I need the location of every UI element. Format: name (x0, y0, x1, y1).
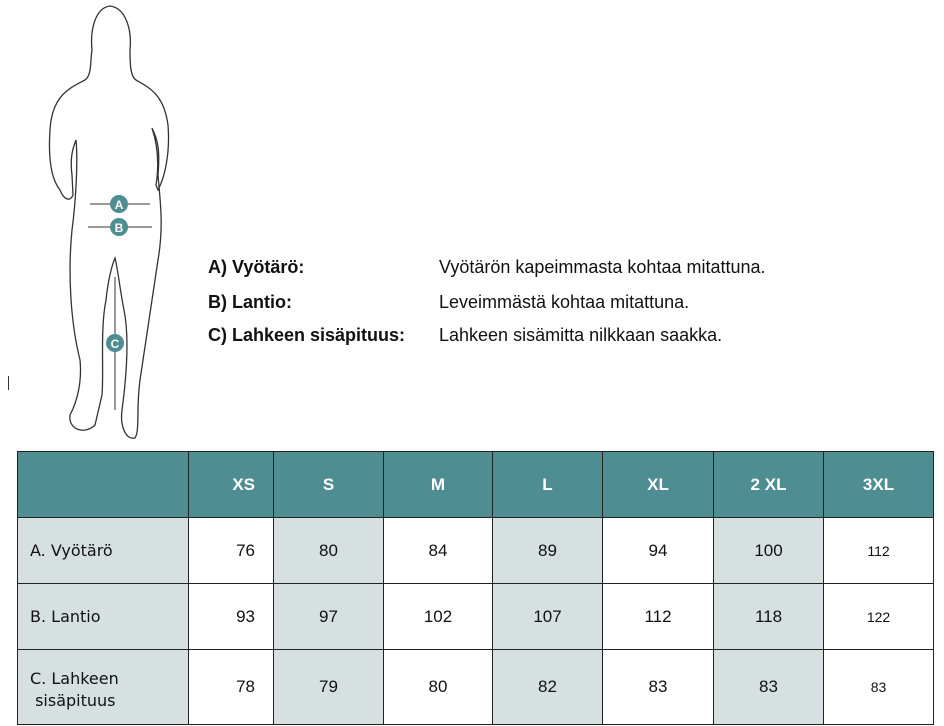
cell: 89 (492, 517, 603, 584)
cell: 83 (713, 649, 824, 725)
header-l: L (492, 451, 603, 518)
body-silhouette (48, 5, 170, 439)
cell: 76 (188, 517, 274, 584)
row-label: B. Lantio (17, 583, 189, 650)
marker-b (110, 218, 128, 236)
marker-a-label: A (115, 198, 124, 212)
cell: 93 (188, 583, 274, 650)
marker-b-label: B (115, 221, 124, 235)
table-row: A. Vyötärö 76 80 84 89 94 100 112 (17, 517, 934, 584)
table-row: B. Lantio 93 97 102 107 112 118 122 (17, 583, 934, 650)
header-xs: XS (188, 451, 274, 518)
header-m: M (383, 451, 493, 518)
cell: 118 (713, 583, 824, 650)
cell: 78 (188, 649, 274, 725)
row-label: C. Lahkeen sisäpituus (17, 649, 189, 725)
header-s: S (273, 451, 384, 518)
legend-key: B) Lantio: (208, 292, 292, 312)
row-label: A. Vyötärö (17, 517, 189, 584)
cell: 112 (602, 583, 714, 650)
cell: 84 (383, 517, 493, 584)
cell: 100 (713, 517, 824, 584)
cell: 102 (383, 583, 493, 650)
header-empty (17, 451, 189, 518)
marker-c-label: C (111, 337, 120, 351)
size-table: XS S M L XL 2 XL 3XL A. Vyötärö 76 80 84… (17, 451, 934, 725)
cell: 79 (273, 649, 384, 725)
cell: 80 (273, 517, 384, 584)
cell: 82 (492, 649, 603, 725)
body-measurement-figure: A B C (48, 5, 170, 439)
legend-value: Leveimmästä kohtaa mitattuna. (439, 292, 690, 312)
table-row: C. Lahkeen sisäpituus 78 79 80 82 83 83 … (17, 649, 934, 725)
cell: 80 (383, 649, 493, 725)
cell: 83 (602, 649, 714, 725)
legend-value: Lahkeen sisämitta nilkkaan saakka. (439, 325, 723, 345)
cell: 94 (602, 517, 714, 584)
cell: 83 (823, 649, 934, 725)
legend-value: Vyötärön kapeimmasta kohtaa mitattuna. (439, 257, 766, 277)
marker-c (106, 334, 124, 352)
cell: 122 (823, 583, 934, 650)
cell: 112 (823, 517, 934, 584)
legend-key: A) Vyötärö: (208, 257, 305, 277)
header-2xl: 2 XL (713, 451, 824, 518)
header-3xl: 3XL (823, 451, 934, 518)
marker-a (110, 195, 128, 213)
header-row: XS S M L XL 2 XL 3XL (17, 451, 934, 518)
legend-key: C) Lahkeen sisäpituus: (208, 325, 406, 345)
header-xl: XL (602, 451, 714, 518)
cell: 97 (273, 583, 384, 650)
text-cursor (8, 376, 9, 390)
cell: 107 (492, 583, 603, 650)
